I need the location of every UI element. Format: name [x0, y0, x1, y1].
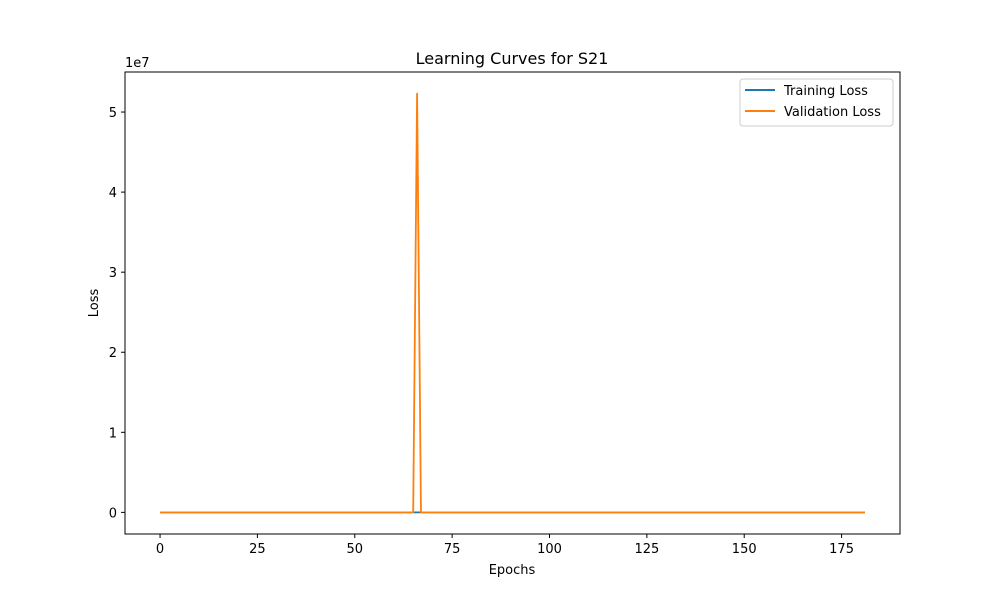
y-offset-label: 1e7	[125, 56, 150, 71]
x-axis-label: Epochs	[489, 563, 536, 578]
legend-label-training: Training Loss	[783, 84, 868, 99]
legend: Training Loss Validation Loss	[739, 78, 894, 127]
y-tick-label-4: 4	[109, 186, 117, 201]
x-tick-label-4: 100	[537, 542, 562, 557]
y-tick-label-3: 3	[109, 266, 117, 281]
chart-title: Learning Curves for S21	[416, 49, 609, 68]
x-tick-label-2: 50	[347, 542, 364, 557]
x-tick-label-6: 150	[732, 542, 757, 557]
x-tick-label-1: 25	[249, 542, 266, 557]
legend-label-validation: Validation Loss	[784, 105, 881, 120]
y-tick-label-0: 0	[109, 506, 117, 521]
series-line-validation	[160, 92, 865, 514]
y-tick-label-5: 5	[109, 106, 117, 121]
y-axis: 0 1 2 3 4 5	[109, 106, 125, 521]
x-axis: 0 25 50 75 100 125 150 175	[156, 534, 854, 557]
x-tick-label-3: 75	[444, 542, 461, 557]
x-tick-label-0: 0	[156, 542, 164, 557]
legend-box	[739, 78, 894, 127]
y-tick-label-2: 2	[109, 346, 117, 361]
x-tick-label-7: 175	[829, 542, 854, 557]
y-tick-label-1: 1	[109, 426, 117, 441]
y-axis-label: Loss	[87, 289, 102, 318]
x-tick-label-5: 125	[634, 542, 659, 557]
plot-area	[124, 71, 901, 535]
series-layer	[160, 92, 865, 514]
